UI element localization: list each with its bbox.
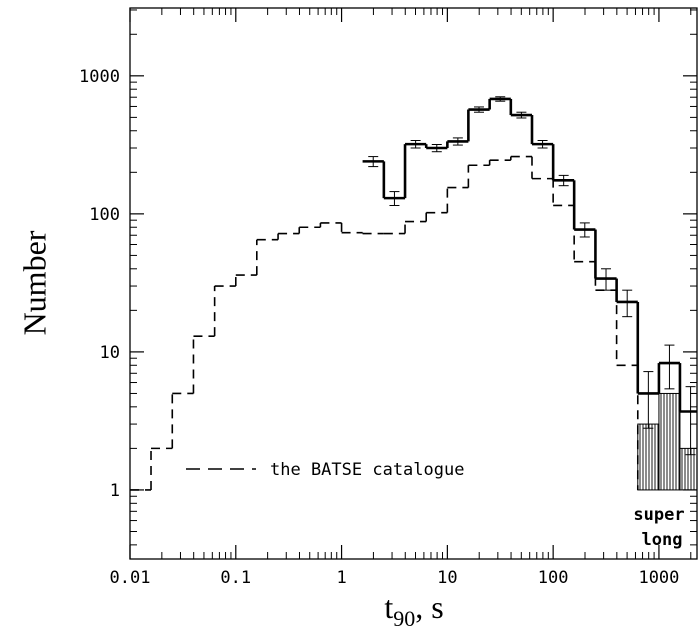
- error-bar: [410, 139, 421, 149]
- axes: 0.01 0.1 1 10 100 1000 1 10 100 1000 the BATSE cat…: [79, 8, 697, 588]
- x-tick-label: 1000: [638, 568, 679, 588]
- x-axis-label-rest: , s: [415, 589, 443, 625]
- x-tick-label: 0.1: [220, 568, 251, 588]
- x-tick-label: 1: [336, 568, 346, 588]
- plot-area: [130, 96, 697, 491]
- error-bar: [452, 137, 463, 146]
- x-tick-label: 10: [437, 568, 457, 588]
- error-bar: [368, 156, 379, 168]
- legend-label: the BATSE catalogue: [270, 460, 464, 480]
- x-tick-label: 100: [538, 568, 569, 588]
- error-bar: [495, 96, 506, 102]
- hatched-bar: [679, 447, 697, 491]
- plot-frame: [129, 7, 698, 560]
- x-axis-label-main: t: [384, 589, 393, 625]
- error-bar: [601, 268, 612, 291]
- error-bar: [622, 289, 633, 318]
- error-bar: [558, 174, 569, 187]
- error-bar: [474, 106, 485, 113]
- error-bar: [643, 371, 654, 429]
- error-bar: [516, 111, 527, 119]
- y-axis-label: Number: [16, 230, 52, 335]
- x-axis-label: t90, s: [384, 589, 443, 630]
- y-tick-label: 10: [100, 343, 120, 363]
- error-bar: [431, 144, 442, 153]
- hatched-bar: [658, 392, 681, 491]
- y-tick-label: 1: [110, 481, 120, 501]
- x-tick-label: 0.01: [110, 568, 151, 588]
- error-bar: [685, 386, 696, 456]
- error-bar: [537, 139, 548, 149]
- error-bar: [579, 222, 590, 238]
- y-tick-label: 1000: [79, 67, 120, 87]
- x-axis-label-sub: 90: [393, 606, 415, 630]
- error-bar: [664, 344, 675, 390]
- y-tick-label: 100: [89, 205, 120, 225]
- annotation: super: [633, 505, 684, 525]
- error-bar: [389, 191, 400, 206]
- hatched-bar: [637, 423, 660, 491]
- annotation: long: [642, 530, 683, 550]
